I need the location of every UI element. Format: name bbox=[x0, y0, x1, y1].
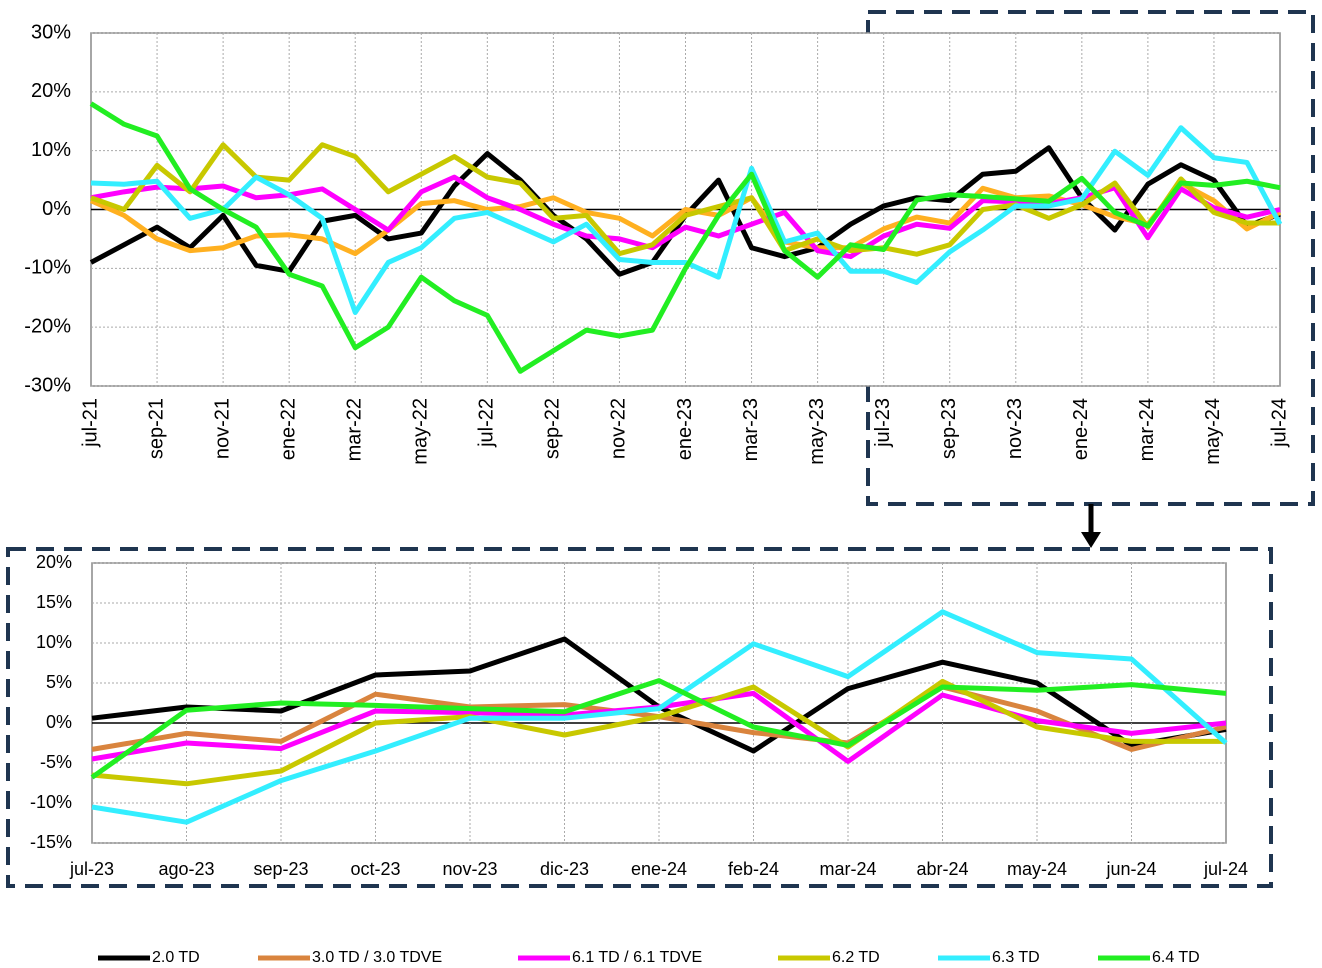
x-tick-label: jul-24 bbox=[1268, 398, 1290, 448]
x-tick-label: ene-23 bbox=[674, 398, 696, 460]
y-tick-label: -10% bbox=[24, 257, 71, 279]
zoom-box bbox=[6, 547, 1273, 888]
y-tick-label: 20% bbox=[36, 552, 72, 572]
x-tick-label: jul-22 bbox=[476, 398, 498, 448]
legend-label: 6.3 TD bbox=[992, 949, 1040, 966]
x-tick-label: jul-23 bbox=[872, 398, 894, 448]
legend-label: 6.1 TD / 6.1 TDVE bbox=[572, 949, 702, 966]
x-tick-label: ene-24 bbox=[1070, 398, 1092, 460]
x-tick-label: mar-24 bbox=[1136, 398, 1158, 461]
x-tick-label: mar-24 bbox=[819, 859, 876, 879]
x-tick-label: mar-22 bbox=[344, 398, 366, 461]
x-tick-label: jul-24 bbox=[1203, 859, 1248, 879]
x-tick-label: jul-23 bbox=[69, 859, 114, 879]
y-tick-label: 20% bbox=[31, 80, 71, 102]
series-line bbox=[89, 101, 1281, 374]
series-line bbox=[90, 142, 1280, 257]
x-tick-label: sep-21 bbox=[145, 398, 167, 459]
arrow-head bbox=[1081, 532, 1101, 548]
x-tick-label: ene-24 bbox=[631, 859, 687, 879]
y-tick-label: -30% bbox=[24, 374, 71, 396]
y-tick-label: -20% bbox=[24, 315, 71, 337]
y-tick-label: 30% bbox=[31, 21, 71, 43]
legend-label: 2.0 TD bbox=[152, 949, 200, 966]
legend-label: 3.0 TD / 3.0 TDVE bbox=[312, 949, 442, 966]
x-tick-label: nov-22 bbox=[608, 398, 630, 459]
x-tick-label: may-22 bbox=[410, 398, 432, 465]
series-line bbox=[91, 609, 1228, 825]
legend-label: 6.4 TD bbox=[1152, 949, 1200, 966]
x-tick-label: nov-23 bbox=[1004, 398, 1026, 459]
x-tick-label: may-24 bbox=[1007, 859, 1067, 879]
x-tick-label: sep-23 bbox=[253, 859, 308, 879]
x-tick-label: sep-23 bbox=[938, 398, 960, 459]
y-tick-label: 10% bbox=[31, 139, 71, 161]
x-tick-label: dic-23 bbox=[540, 859, 589, 879]
x-tick-label: sep-22 bbox=[542, 398, 564, 459]
y-tick-label: -5% bbox=[40, 752, 72, 772]
x-tick-label: feb-24 bbox=[728, 859, 779, 879]
y-tick-label: 5% bbox=[46, 672, 72, 692]
y-tick-label: -15% bbox=[30, 832, 72, 852]
y-tick-label: -10% bbox=[30, 792, 72, 812]
x-tick-label: oct-23 bbox=[350, 859, 400, 879]
x-tick-label: abr-24 bbox=[916, 859, 968, 879]
y-tick-label: 10% bbox=[36, 632, 72, 652]
x-tick-label: may-23 bbox=[806, 398, 828, 465]
x-tick-label: may-24 bbox=[1202, 398, 1224, 465]
x-tick-label: ago-23 bbox=[158, 859, 214, 879]
x-tick-label: nov-21 bbox=[211, 398, 233, 459]
series-line bbox=[90, 678, 1227, 780]
y-tick-label: 0% bbox=[46, 712, 72, 732]
x-tick-label: jul-21 bbox=[79, 398, 101, 448]
series-line bbox=[91, 678, 1226, 787]
x-tick-label: jun-24 bbox=[1105, 859, 1156, 879]
y-tick-label: 0% bbox=[42, 198, 71, 220]
x-tick-label: nov-23 bbox=[442, 859, 497, 879]
y-tick-label: 15% bbox=[36, 592, 72, 612]
x-tick-label: ene-22 bbox=[277, 398, 299, 460]
series-line bbox=[90, 125, 1283, 315]
x-tick-label: mar-23 bbox=[740, 398, 762, 461]
legend-label: 6.2 TD bbox=[832, 949, 880, 966]
